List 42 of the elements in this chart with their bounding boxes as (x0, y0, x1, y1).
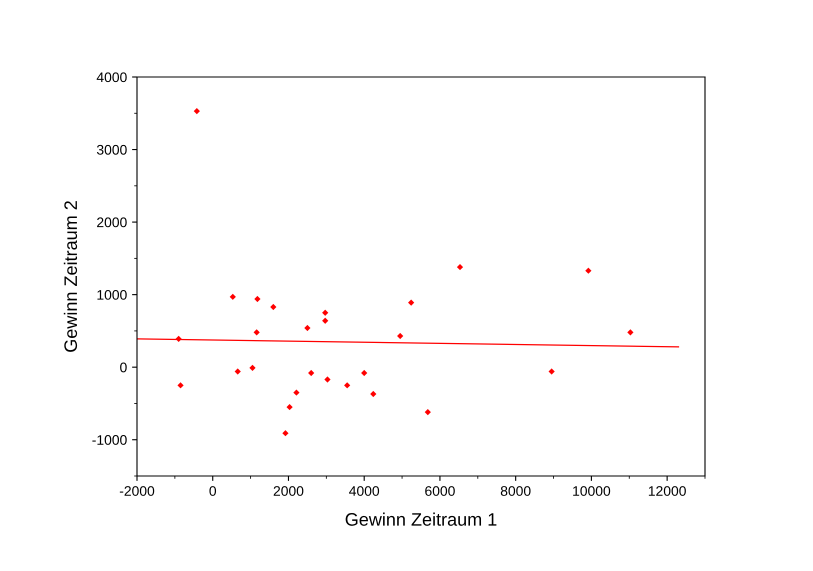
point (408, 300, 414, 306)
x-tick-label: 4000 (349, 486, 380, 496)
point (254, 329, 260, 336)
y-tick-label: 1000 (97, 290, 127, 300)
point (370, 390, 376, 398)
x-tick-label: 0 (209, 486, 216, 496)
point (361, 370, 368, 376)
point (194, 108, 200, 114)
y-tick-label: 3000 (96, 144, 127, 155)
point (322, 318, 328, 324)
y-tick-label: 4000 (96, 72, 127, 82)
x-tick-label: 6000 (425, 486, 455, 496)
point (293, 389, 300, 396)
point (424, 409, 431, 416)
point (270, 304, 276, 310)
point (282, 430, 289, 436)
x-tick-label: 12000 (648, 486, 686, 496)
point (177, 382, 184, 388)
point (304, 324, 311, 332)
point (397, 332, 404, 340)
point (308, 370, 314, 376)
point (234, 368, 241, 375)
point (344, 382, 350, 388)
x-axis-title: Gewinn Zeitraum 1 (346, 512, 496, 526)
x-tick-label: 10000 (573, 486, 610, 496)
x-tick-label: -2000 (120, 486, 154, 496)
point (324, 376, 331, 383)
y-tick-label: 0 (120, 362, 127, 372)
x-tick-label: 8000 (500, 486, 531, 496)
point (249, 364, 256, 372)
y-tick-label: -1000 (92, 435, 127, 445)
point (585, 268, 592, 274)
point (627, 329, 634, 336)
point (286, 404, 293, 410)
point (456, 264, 464, 270)
point (322, 310, 328, 316)
point (230, 294, 236, 300)
point (548, 368, 555, 375)
x-tick-label: 2000 (274, 486, 304, 496)
y-tick-label: 2000 (97, 217, 127, 228)
point (254, 296, 261, 302)
y-axis-title: Gewinn Zeitraum 2 (64, 201, 78, 352)
